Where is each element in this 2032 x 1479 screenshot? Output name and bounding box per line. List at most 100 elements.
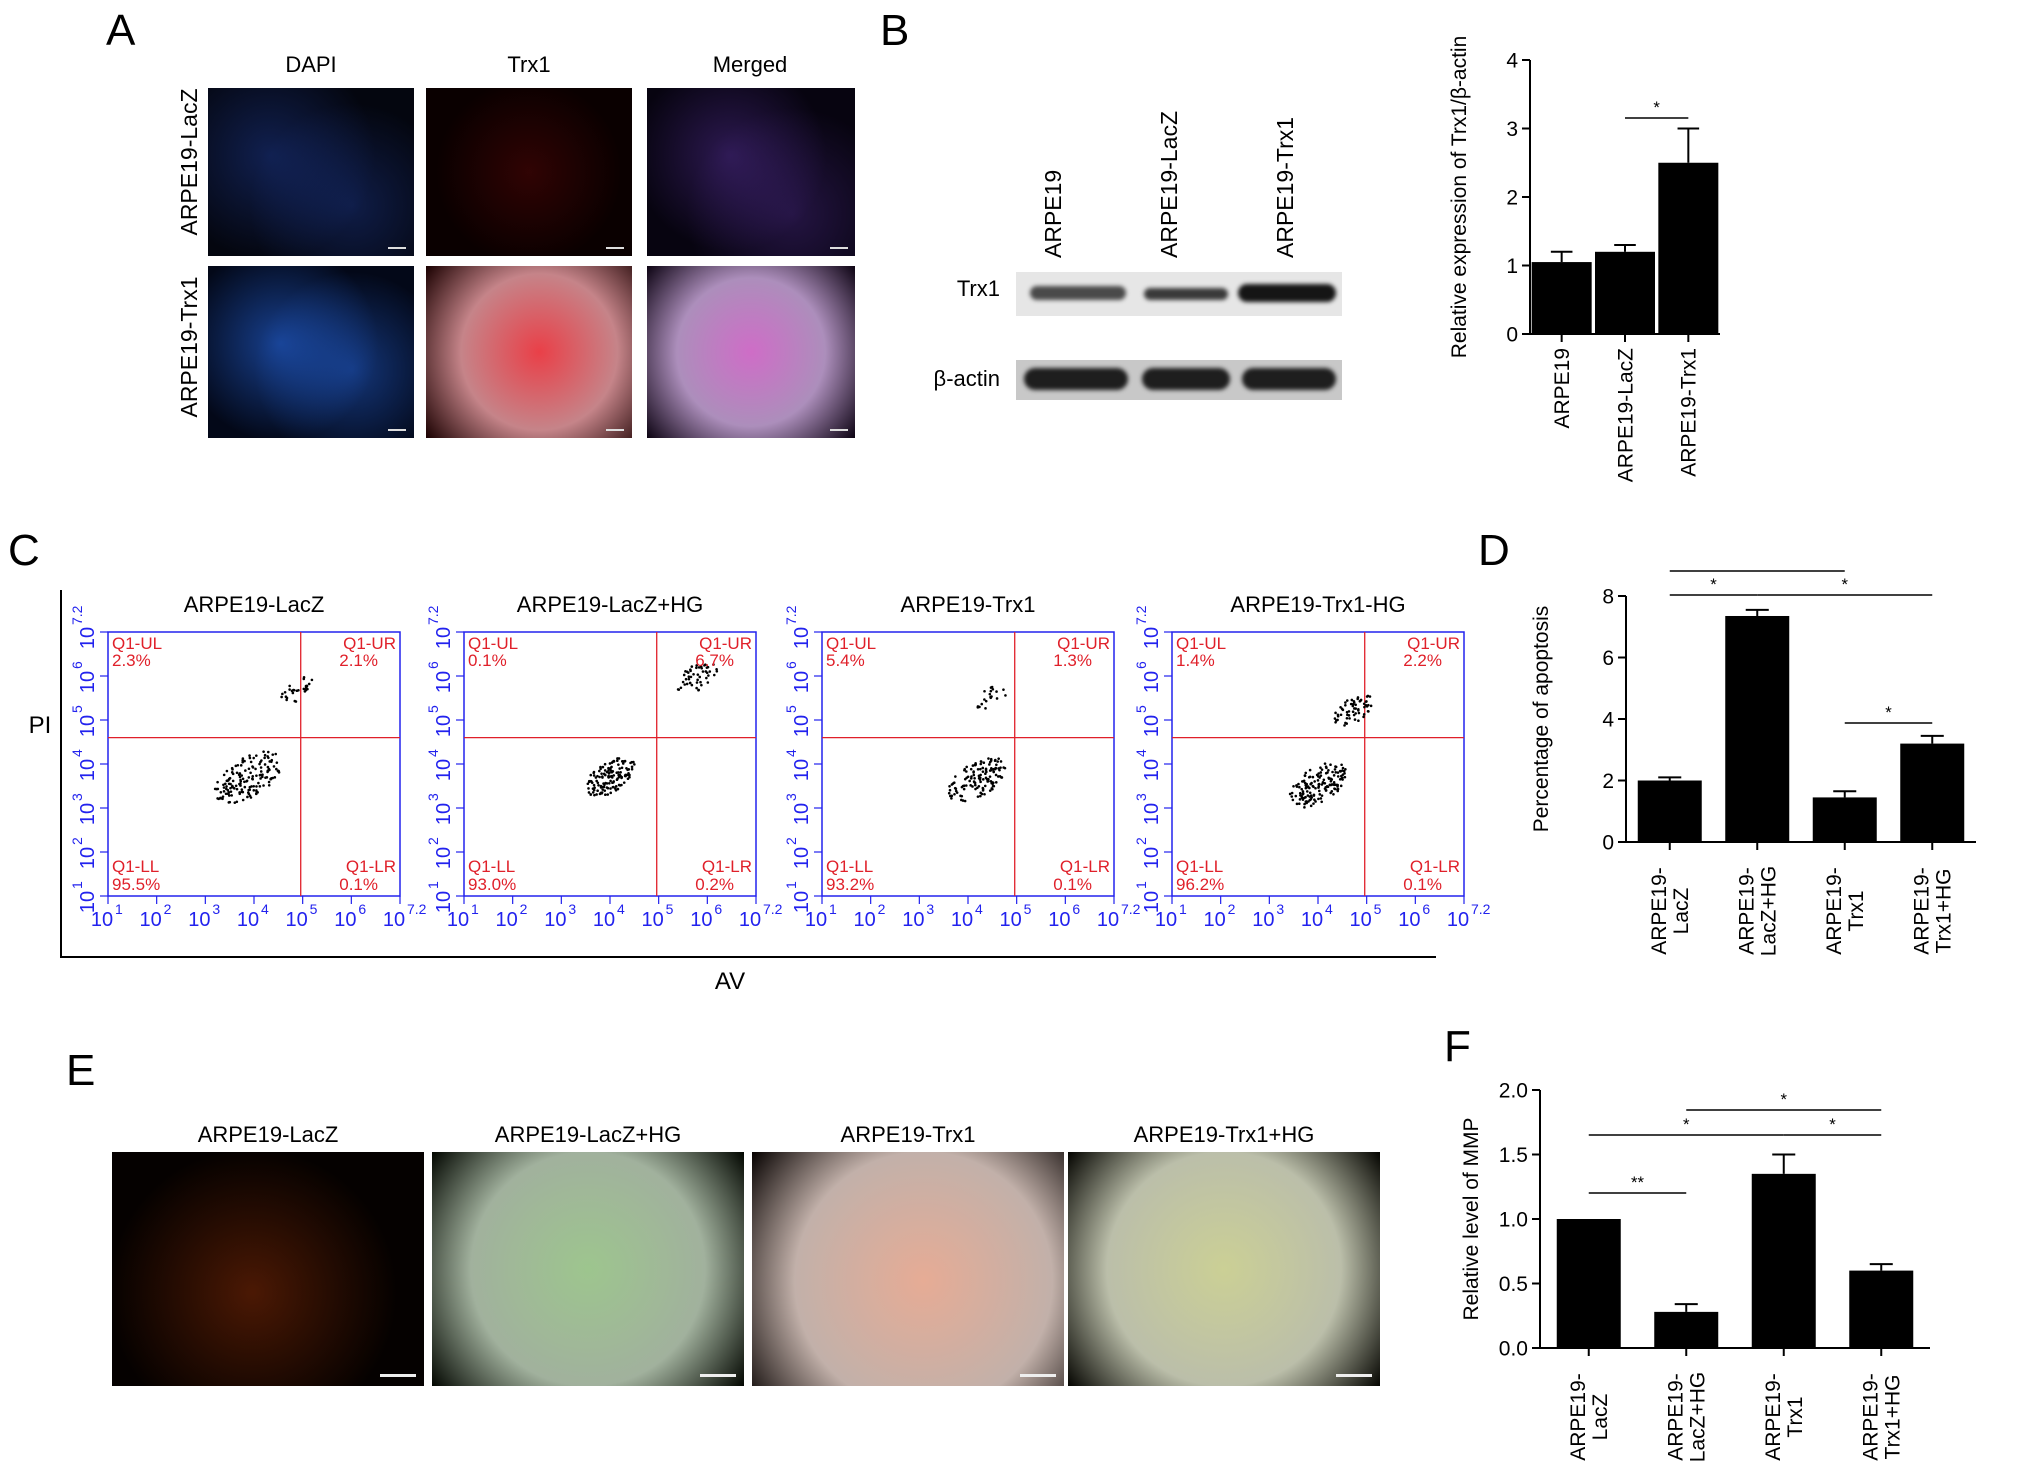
- event-dot: [1317, 797, 1320, 801]
- x-tick-label: 10: [496, 909, 518, 931]
- event-dot: [1305, 790, 1309, 793]
- y-tick-label: 107.2: [783, 605, 813, 649]
- event-dot: [230, 766, 234, 770]
- event-dot: [612, 785, 615, 789]
- event-dot: [225, 787, 228, 791]
- event-dot: [951, 782, 955, 785]
- event-dot: [1324, 771, 1328, 775]
- event-dot: [259, 766, 263, 769]
- x-tick-exponent: 2: [164, 901, 172, 917]
- event-dot: [989, 686, 993, 689]
- y-tick-base: 10: [791, 715, 813, 737]
- x-tick-exponent: 2: [878, 901, 886, 917]
- y-tick-exponent: 4: [1133, 749, 1149, 757]
- x-tick-label: ARPE19-LacZ: [1567, 1373, 1612, 1461]
- y-tick-label: 106: [425, 661, 455, 693]
- panel-e-title-trx1: ARPE19-Trx1: [840, 1122, 976, 1147]
- x-tick-exponent: 1: [829, 901, 837, 917]
- x-tick-label: 10: [1155, 909, 1177, 931]
- event-dot: [609, 787, 612, 790]
- event-dot: [947, 791, 951, 795]
- bar: [1725, 615, 1790, 842]
- event-dot: [982, 761, 986, 765]
- event-dot: [249, 760, 253, 764]
- x-tick-exponent: 6: [1422, 901, 1430, 917]
- x-tick-exponent: 5: [310, 901, 318, 917]
- event-dot: [236, 763, 240, 767]
- event-dot: [976, 767, 980, 771]
- event-dot: [695, 666, 698, 670]
- significance-label: *: [1885, 703, 1892, 722]
- quadrant-ll-label: Q1-LL: [1176, 857, 1223, 876]
- event-dot: [270, 758, 274, 762]
- quadrant-ur-label: Q1-UR: [1407, 634, 1460, 653]
- event-dot: [1343, 775, 1347, 779]
- event-dot: [266, 769, 270, 773]
- y-tick-label: 101: [783, 881, 813, 913]
- y-tick-label: 102: [783, 837, 813, 869]
- event-dot: [697, 666, 701, 669]
- x-tick-label: 10: [805, 909, 827, 931]
- event-dot: [302, 687, 306, 691]
- event-dot: [979, 767, 982, 771]
- event-dot: [239, 764, 243, 767]
- event-dot: [708, 670, 712, 673]
- event-dot: [592, 783, 596, 787]
- event-dot: [262, 784, 265, 787]
- event-dot: [1302, 779, 1306, 783]
- y-tick-exponent: 2: [425, 837, 441, 845]
- event-dot: [991, 781, 994, 784]
- y-tick-label: 0: [1506, 323, 1518, 346]
- event-dot: [995, 690, 998, 693]
- event-dot: [983, 689, 986, 693]
- event-dot: [255, 785, 258, 788]
- panel-c-frame-left: [60, 590, 62, 958]
- event-dot: [1320, 794, 1324, 797]
- x-tick-label-line: ARPE19-Trx1: [1678, 348, 1701, 477]
- event-dot: [617, 775, 621, 779]
- x-tick-label: ARPE19-Trx1: [1823, 867, 1868, 955]
- event-dot: [1318, 793, 1322, 796]
- event-dot: [293, 699, 297, 703]
- event-dot: [1353, 718, 1357, 721]
- event-dot: [1002, 688, 1005, 691]
- x-tick-label: 10: [237, 909, 259, 931]
- x-tick-exponent: 5: [666, 901, 674, 917]
- event-dot: [983, 784, 987, 788]
- event-dot: [699, 680, 702, 684]
- event-dot: [280, 695, 283, 699]
- event-dot: [1327, 777, 1331, 780]
- event-dot: [229, 782, 232, 786]
- event-dot: [1300, 787, 1304, 791]
- x-tick-exponent: 1: [471, 901, 479, 917]
- y-tick-label: 104: [425, 749, 455, 781]
- lane-label-arpe19-lacz: ARPE19-LacZ: [1156, 110, 1182, 258]
- event-dot: [1348, 717, 1351, 720]
- event-dot: [996, 760, 1000, 763]
- panel-e-title-lacz-hg: ARPE19-LacZ+HG: [494, 1122, 682, 1147]
- y-tick-exponent: 6: [69, 661, 85, 669]
- event-dot: [965, 765, 968, 769]
- y-tick-base: 10: [433, 671, 455, 693]
- x-tick-label-line: LacZ+HG: [1758, 866, 1781, 956]
- event-dot: [229, 786, 232, 790]
- event-dot: [979, 760, 983, 763]
- event-dot: [679, 686, 683, 690]
- event-dot: [965, 770, 968, 773]
- band: [1142, 368, 1230, 390]
- x-tick-label: ARPE19- LacZ+HG: [1665, 1372, 1710, 1462]
- event-dot: [595, 793, 598, 796]
- event-dot: [978, 778, 982, 781]
- event-dot: [269, 777, 272, 781]
- micrograph-lacz-dapi: [208, 88, 414, 256]
- event-dot: [1353, 707, 1356, 710]
- quadrant-ll-value: 93.0%: [468, 875, 516, 894]
- event-dot: [1309, 804, 1313, 808]
- event-dot: [224, 782, 227, 786]
- event-dot: [224, 792, 228, 796]
- event-dot: [954, 775, 957, 778]
- event-dot: [231, 779, 235, 783]
- y-tick-base: 10: [1141, 627, 1163, 649]
